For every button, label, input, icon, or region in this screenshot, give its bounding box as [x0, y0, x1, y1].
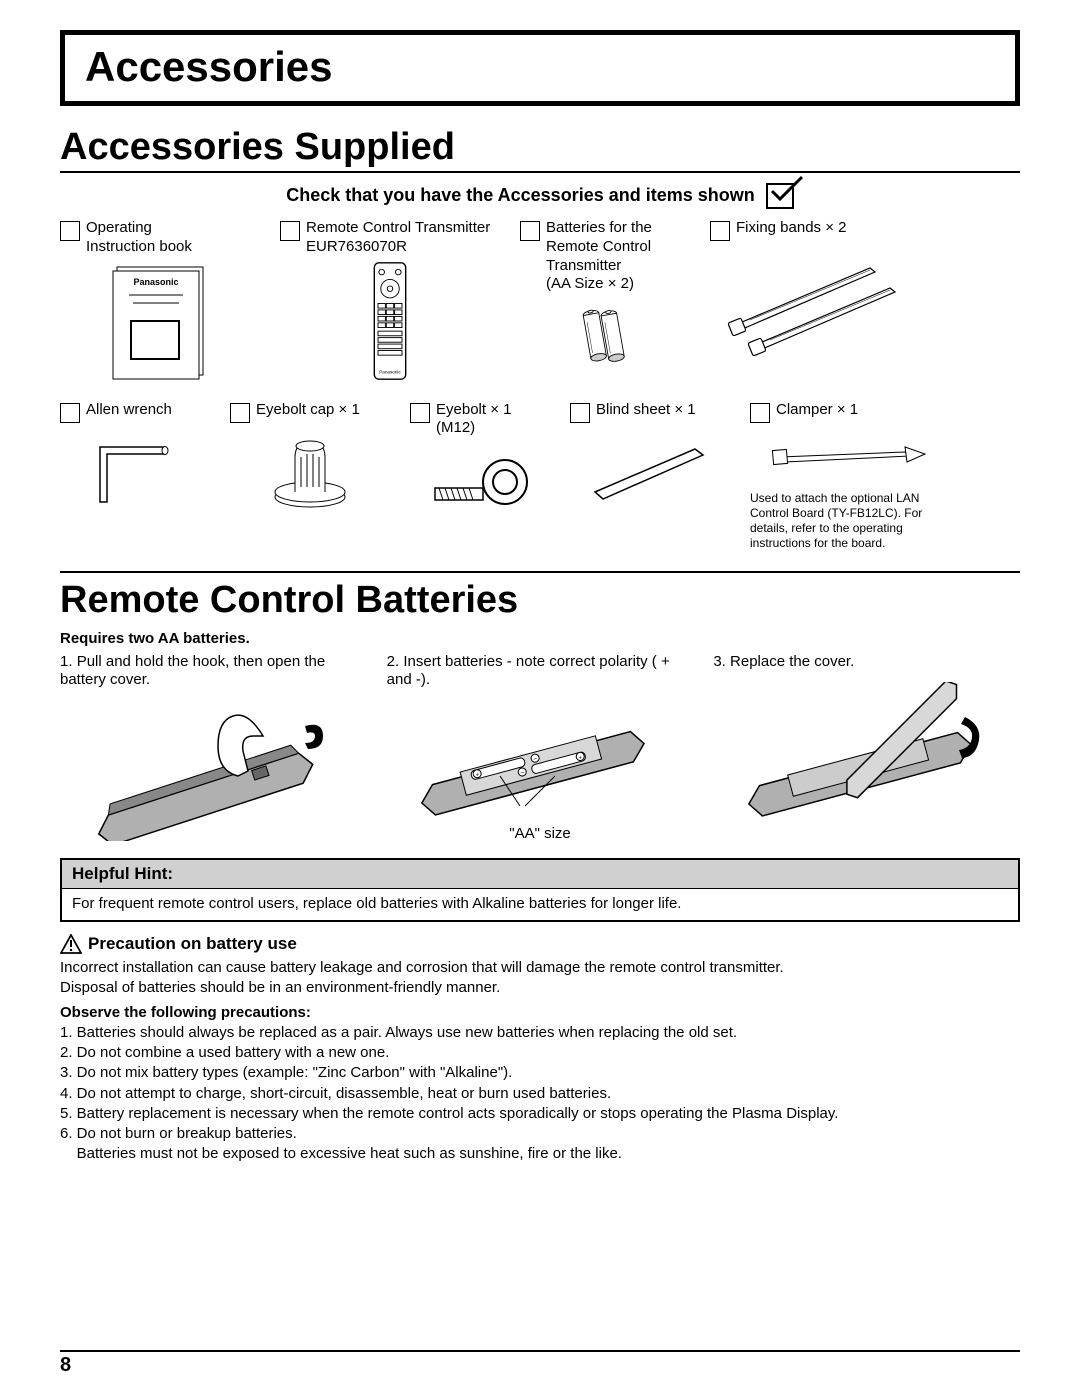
- section-title-remote-batteries: Remote Control Batteries: [60, 579, 1020, 624]
- accessory-label: Operating Instruction book: [86, 219, 192, 257]
- checkbox-icon: [750, 403, 770, 423]
- precaution-item: 6. Do not burn or breakup batteries.: [60, 1124, 1020, 1144]
- accessory-label: Fixing bands × 2: [736, 219, 847, 238]
- precaution-item: 1. Batteries should always be replaced a…: [60, 1023, 1020, 1043]
- aa-size-label: "AA" size: [509, 825, 571, 842]
- helpful-hint-body: For frequent remote control users, repla…: [62, 889, 1018, 920]
- check-instruction: Check that you have the Accessories and …: [60, 183, 1020, 209]
- requires-batteries-text: Requires two AA batteries.: [60, 630, 1020, 647]
- svg-text:Panasonic: Panasonic: [133, 277, 178, 287]
- accessory-eyebolt: Eyebolt × 1 (M12): [410, 401, 550, 551]
- checkbox-icon: [230, 403, 250, 423]
- helpful-hint-title: Helpful Hint:: [62, 860, 1018, 889]
- clamper-icon: [750, 427, 950, 487]
- step-1-text: 1. Pull and hold the hook, then open the…: [60, 653, 367, 691]
- checkbox-icon: [60, 403, 80, 423]
- eyebolt-cap-icon: [230, 427, 390, 517]
- warning-triangle-icon: [60, 934, 82, 954]
- accessory-label: Eyebolt cap × 1: [256, 401, 360, 420]
- accessory-remote: Remote Control Transmitter EUR7636070R P…: [280, 219, 500, 381]
- page-footer: 8: [60, 1350, 1020, 1377]
- precaution-title-text: Precaution on battery use: [88, 934, 297, 954]
- accessories-row-2: Allen wrench Eyebolt cap × 1: [60, 401, 1020, 551]
- checkbox-icon: [410, 403, 430, 423]
- precaution-item: 2. Do not combine a used battery with a …: [60, 1043, 1020, 1063]
- accessory-batteries: Batteries for the Remote Control Transmi…: [520, 219, 690, 381]
- precaution-intro-2: Disposal of batteries should be in an en…: [60, 978, 1020, 998]
- step-3-illustration: [713, 677, 1020, 827]
- batteries-icon: [520, 298, 690, 368]
- accessory-instruction-book: Operating Instruction book Panasonic: [60, 219, 260, 381]
- page-main-title: Accessories: [85, 43, 995, 91]
- checkbox-icon: [570, 403, 590, 423]
- accessory-blind-sheet: Blind sheet × 1: [570, 401, 730, 551]
- accessory-label: Eyebolt × 1 (M12): [436, 401, 511, 439]
- accessory-label: Remote Control Transmitter EUR7636070R: [306, 219, 490, 257]
- allen-wrench-icon: [60, 427, 210, 517]
- blind-sheet-icon: [570, 427, 730, 517]
- svg-text:Panasonic: Panasonic: [379, 369, 401, 374]
- precaution-body: Incorrect installation can cause battery…: [60, 958, 1020, 1165]
- instruction-book-icon: Panasonic: [60, 261, 260, 381]
- page-number: 8: [60, 1354, 71, 1376]
- accessory-label: Allen wrench: [86, 401, 172, 420]
- step-3-text: 3. Replace the cover.: [713, 653, 1020, 672]
- accessory-clamper: Clamper × 1 Used to attach the optional …: [750, 401, 950, 551]
- precaution-item: 5. Battery replacement is necessary when…: [60, 1104, 1020, 1124]
- eyebolt-icon: [410, 442, 550, 532]
- checkbox-icon: [520, 221, 540, 241]
- precaution-intro-1: Incorrect installation can cause battery…: [60, 958, 1020, 978]
- checkmark-box-icon: [766, 183, 794, 209]
- accessory-label: Blind sheet × 1: [596, 401, 696, 420]
- step-1-illustration: [60, 696, 367, 846]
- accessory-label: Batteries for the Remote Control Transmi…: [546, 219, 652, 294]
- divider: [60, 571, 1020, 573]
- precaution-item: 3. Do not mix battery types (example: "Z…: [60, 1063, 1020, 1083]
- check-instruction-text: Check that you have the Accessories and …: [286, 185, 754, 205]
- section-title-accessories-supplied: Accessories Supplied: [60, 126, 1020, 173]
- accessory-fixing-bands: Fixing bands × 2: [710, 219, 930, 381]
- checkbox-icon: [280, 221, 300, 241]
- accessories-row-1: Operating Instruction book Panasonic Rem…: [60, 219, 1020, 381]
- fixing-bands-icon: [710, 245, 930, 365]
- observe-line: Observe the following precautions:: [60, 1003, 1020, 1023]
- clamper-note-text: Used to attach the optional LAN Control …: [750, 491, 940, 551]
- step-2: 2. Insert batteries - note correct polar…: [387, 653, 694, 847]
- step-2-text: 2. Insert batteries - note correct polar…: [387, 653, 694, 691]
- accessory-allen-wrench: Allen wrench: [60, 401, 210, 551]
- checkbox-icon: [60, 221, 80, 241]
- step-3: 3. Replace the cover.: [713, 653, 1020, 847]
- step-1: 1. Pull and hold the hook, then open the…: [60, 653, 367, 847]
- accessory-label: Clamper × 1: [776, 401, 858, 420]
- title-frame: Accessories: [60, 30, 1020, 106]
- precaution-title: Precaution on battery use: [60, 934, 1020, 954]
- accessory-eyebolt-cap: Eyebolt cap × 1: [230, 401, 390, 551]
- precaution-item: Batteries must not be exposed to excessi…: [60, 1144, 1020, 1164]
- step-2-illustration: + − − + "AA" size: [387, 696, 694, 846]
- helpful-hint-box: Helpful Hint: For frequent remote contro…: [60, 858, 1020, 922]
- remote-control-icon: Panasonic: [280, 261, 500, 381]
- battery-steps: 1. Pull and hold the hook, then open the…: [60, 653, 1020, 847]
- checkbox-icon: [710, 221, 730, 241]
- precaution-item: 4. Do not attempt to charge, short-circu…: [60, 1084, 1020, 1104]
